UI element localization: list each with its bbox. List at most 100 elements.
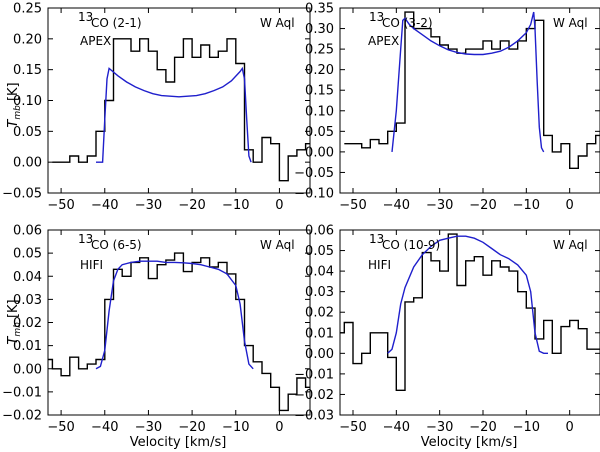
axes-frame xyxy=(339,7,600,194)
panel-isotope: 13 xyxy=(78,10,93,24)
x-tick-label: −20 xyxy=(469,420,496,435)
y-tick-label: 0.05 xyxy=(13,247,42,262)
plot-area xyxy=(339,229,600,416)
x-tick-label: −20 xyxy=(178,198,205,213)
y-label-unit: [K] xyxy=(6,82,21,105)
axis-ticks: −50 −40 −30 −20 −10 0 −0.02 −0.01 0.00 0.01 0.02 0.… xyxy=(2,224,310,435)
x-tick-label: −50 xyxy=(339,420,366,435)
y-tick-label: −0.10 xyxy=(294,187,334,202)
axes-frame xyxy=(339,229,600,416)
y-tick-label: 0.05 xyxy=(305,244,334,259)
svg-text:Tmb [K]: Tmb [K] xyxy=(6,82,23,127)
y-tick-label: −0.02 xyxy=(294,388,334,403)
panel-isotope: 13 xyxy=(369,232,384,246)
y-tick-label: 0.10 xyxy=(305,104,334,119)
panel-transition: CO (2-1) xyxy=(91,16,142,30)
y-tick-label: 0.15 xyxy=(13,63,42,78)
y-tick-label: 0.00 xyxy=(13,156,42,171)
model-line xyxy=(96,66,252,163)
y-tick-label: −0.02 xyxy=(2,409,42,424)
y-label-main: T xyxy=(6,119,21,128)
panel-transition: CO (6-5) xyxy=(91,238,142,252)
y-tick-label: 0.25 xyxy=(305,43,334,58)
x-tick-label: 0 xyxy=(566,198,574,213)
x-tick-label: −30 xyxy=(135,420,162,435)
panel-star: W Aql xyxy=(260,16,295,30)
panel-isotope: 13 xyxy=(78,232,93,246)
y-tick-label: 0.20 xyxy=(305,63,334,78)
x-tick-label: −50 xyxy=(47,198,74,213)
model-line xyxy=(387,235,548,354)
x-tick-label: −30 xyxy=(426,420,453,435)
x-tick-label: −50 xyxy=(339,198,366,213)
y-tick-label: 0.00 xyxy=(13,362,42,377)
panel-transition: CO (10-9) xyxy=(382,238,440,252)
panel-star: W Aql xyxy=(553,16,588,30)
panel-instrument: HIFI xyxy=(80,258,103,272)
observed-spectrum xyxy=(344,11,600,169)
plot-area xyxy=(339,7,600,194)
panel-bottom-left: −50 −40 −30 −20 −10 0 −0.02 −0.01 0.00 0.01 0.02 0.… xyxy=(2,224,311,435)
svg-text:Tmb [K]: Tmb [K] xyxy=(6,299,23,344)
x-tick-label: −10 xyxy=(222,198,249,213)
x-axis-label-left: Velocity [km/s] xyxy=(130,435,227,450)
x-tick-label: −10 xyxy=(513,198,540,213)
panel-star: W Aql xyxy=(553,238,588,252)
x-tick-label: −40 xyxy=(383,420,410,435)
x-tick-label: −40 xyxy=(91,198,118,213)
y-tick-label: 0.06 xyxy=(305,224,334,239)
x-tick-label: 0 xyxy=(275,420,283,435)
x-tick-label: −10 xyxy=(513,420,540,435)
x-tick-label: −50 xyxy=(47,420,74,435)
x-tick-label: 0 xyxy=(275,198,283,213)
panel-instrument: APEX xyxy=(80,34,111,48)
y-axis-label-bottom: Tmb [K] xyxy=(6,299,23,344)
panel-star: W Aql xyxy=(260,238,295,252)
y-tick-label: 0.00 xyxy=(305,347,334,362)
y-tick-label: 0.06 xyxy=(13,224,42,239)
x-tick-label: −30 xyxy=(135,198,162,213)
y-tick-label: −0.05 xyxy=(2,187,42,202)
x-tick-label: −20 xyxy=(469,198,496,213)
panel-transition: CO (3-2) xyxy=(382,16,433,30)
y-tick-label: 0.05 xyxy=(305,125,334,140)
axis-ticks: −50 −40 −30 −20 −10 0 −0.03 −0.02 −0.01 0.00 0.01 0… xyxy=(294,224,600,435)
observed-spectrum xyxy=(340,233,600,391)
y-tick-label: 0.01 xyxy=(13,339,42,354)
observed-spectrum xyxy=(52,38,310,182)
panel-instrument: APEX xyxy=(368,34,399,48)
axis-ticks: −50 −40 −30 −20 −10 0 −0.05 0.00 0.05 0.10 0.15 0.2… xyxy=(2,2,310,213)
panel-top-right: −50 −40 −30 −20 −10 0 −0.10 −0.05 0.00 0.05 0.10 0.… xyxy=(294,2,600,213)
y-label-sub: mb xyxy=(13,322,23,337)
y-label-main: T xyxy=(6,336,21,345)
panel-isotope: 13 xyxy=(369,10,384,24)
x-tick-label: 0 xyxy=(566,420,574,435)
y-tick-label: 0.25 xyxy=(13,2,42,17)
x-tick-label: −30 xyxy=(426,198,453,213)
y-tick-label: 0.10 xyxy=(13,94,42,109)
x-axis-label-right: Velocity [km/s] xyxy=(421,435,518,450)
model-line xyxy=(391,11,545,153)
y-tick-label: 0.00 xyxy=(305,145,334,160)
x-tick-label: −10 xyxy=(222,420,249,435)
y-tick-label: 0.02 xyxy=(305,306,334,321)
model-line xyxy=(95,260,254,370)
observed-spectrum xyxy=(48,252,310,412)
axis-ticks: −50 −40 −30 −20 −10 0 −0.10 −0.05 0.00 0.05 0.10 0.… xyxy=(294,2,600,213)
y-tick-label: 0.30 xyxy=(305,22,334,37)
panel-instrument: HIFI xyxy=(368,258,391,272)
y-tick-label: −0.01 xyxy=(294,367,334,382)
y-tick-label: 0.04 xyxy=(13,270,42,285)
y-tick-label: 0.02 xyxy=(13,316,42,331)
y-tick-label: 0.01 xyxy=(305,326,334,341)
y-label-sub: mb xyxy=(13,105,23,120)
y-tick-label: 0.03 xyxy=(305,285,334,300)
y-tick-label: 0.15 xyxy=(305,84,334,99)
y-tick-label: 0.20 xyxy=(13,32,42,47)
panel-bottom-right: −50 −40 −30 −20 −10 0 −0.03 −0.02 −0.01 0.00 0.01 0… xyxy=(294,224,600,435)
y-axis-label-top: Tmb [K] xyxy=(6,82,23,127)
y-tick-label: 0.03 xyxy=(13,293,42,308)
panel-top-left: −50 −40 −30 −20 −10 0 −0.05 0.00 0.05 0.10 0.15 0.2… xyxy=(2,2,311,213)
y-tick-label: −0.05 xyxy=(294,166,334,181)
